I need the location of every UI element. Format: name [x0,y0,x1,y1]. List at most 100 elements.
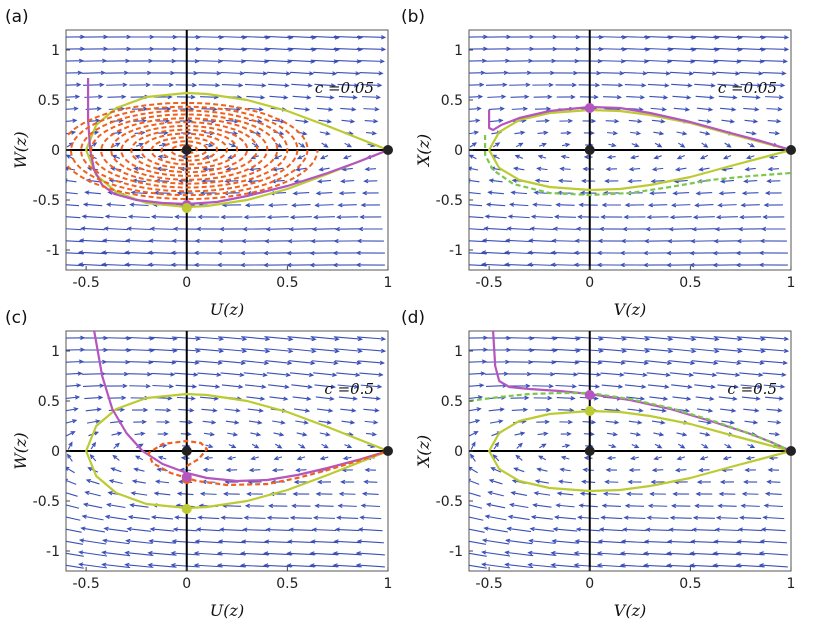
vector-arrow [179,421,192,423]
plot-area [66,30,388,270]
vector-arrow [488,191,504,195]
vector-arrow [313,71,337,75]
vector-arrow-head [265,527,271,532]
vector-arrow-head [355,551,361,556]
vector-arrow-head [100,70,106,76]
vector-arrow-head [729,119,736,124]
vector-arrow-head [520,130,526,135]
vector-arrow-head [102,238,108,243]
vector-arrow-head [315,491,321,497]
vector-arrow-head [596,262,602,268]
vector-arrow-head [148,238,154,243]
vector-arrow-head [271,467,278,473]
vector-arrow-head [150,515,157,520]
vector-arrow-head [635,131,642,136]
vector-arrow-head [119,407,126,412]
vector-arrow-head [174,515,180,520]
vector-arrow-head [219,527,225,532]
vector-arrow-head [782,360,788,365]
vector-arrow-head [189,408,195,413]
vector-arrow-head [264,539,270,544]
vector-arrow [243,71,267,75]
vector-arrow-head [546,407,552,413]
vector-arrow [514,432,525,436]
vector-arrow-head [218,348,225,354]
vector-arrow-head [356,539,362,544]
data-point [786,145,796,155]
vector-arrow-head [213,396,219,401]
vector-arrow [649,204,668,206]
vector-arrow [469,396,482,400]
vector-arrow-head [246,491,252,497]
vector-arrow-head [476,407,482,412]
y-tick-label: -0.5 [436,494,463,510]
vector-arrow [198,516,220,520]
vector-arrow-head [550,70,556,76]
vector-arrow-head [186,431,192,437]
vector-arrow [356,48,385,50]
vector-arrow [268,384,289,388]
vector-arrow [362,96,380,98]
vector-arrow [743,192,759,194]
vector-arrow-head [78,538,85,543]
vector-arrow-head [637,420,643,425]
vector-arrow-head [244,503,251,509]
vector-arrow-head [171,238,177,244]
vector-arrow [198,84,220,86]
vector-arrow [484,72,508,74]
vector-arrow-head [153,491,159,496]
vector-arrow [673,107,689,111]
vector-arrow-head [598,348,604,353]
vector-arrow [744,119,757,123]
vector-arrow-head [287,238,293,244]
vector-arrow [532,516,553,520]
vector-arrow-head [598,336,604,341]
vector-arrow [674,179,688,183]
vector-arrow [194,48,223,50]
vector-arrow-head [240,238,247,244]
vector-arrow [582,480,596,484]
vector-arrow [365,168,377,170]
vector-arrow-head [732,396,738,401]
vector-arrow [599,360,625,364]
vector-arrow-head [560,455,567,461]
vector-arrow-head [719,179,726,184]
vector-arrow [759,564,788,568]
vector-arrow-head [332,250,338,256]
vector-arrow-head [150,214,157,219]
vector-arrow-head [380,348,387,354]
vector-arrow [267,517,289,519]
vector-field [460,335,790,569]
vector-arrow [768,131,779,135]
vector-arrow [342,167,353,171]
vector-arrow [273,469,284,471]
vector-arrow [469,492,481,497]
vector-arrow-head [630,455,636,461]
vector-arrow-head [460,539,464,542]
vector-arrow-head [115,142,121,147]
vector-arrow [720,408,736,412]
vector-arrow [739,372,763,376]
vector-arrow [628,180,642,182]
vector-arrow-head [487,490,493,496]
vector-arrow-head [74,395,81,400]
vector-arrow-head [193,551,199,556]
vector-arrow [287,564,316,568]
vector-arrow [763,516,785,520]
vector-arrow-head [337,503,343,508]
vector-arrow-head [567,118,574,124]
series-line [93,331,388,483]
vector-arrow-head [375,396,381,401]
vector-arrow-head [614,420,620,425]
vector-arrow-head [89,454,95,460]
vector-arrow-head [660,420,666,425]
vector-arrow-head [658,432,665,437]
vector-arrow-head [170,372,176,377]
vector-arrow-head [781,71,787,76]
vector-arrow-head [469,453,475,459]
vector-arrow [287,552,316,556]
vector-arrow [202,120,216,122]
vector-arrow-head [103,226,109,231]
vector-field [469,34,790,268]
vector-arrow [292,396,311,400]
